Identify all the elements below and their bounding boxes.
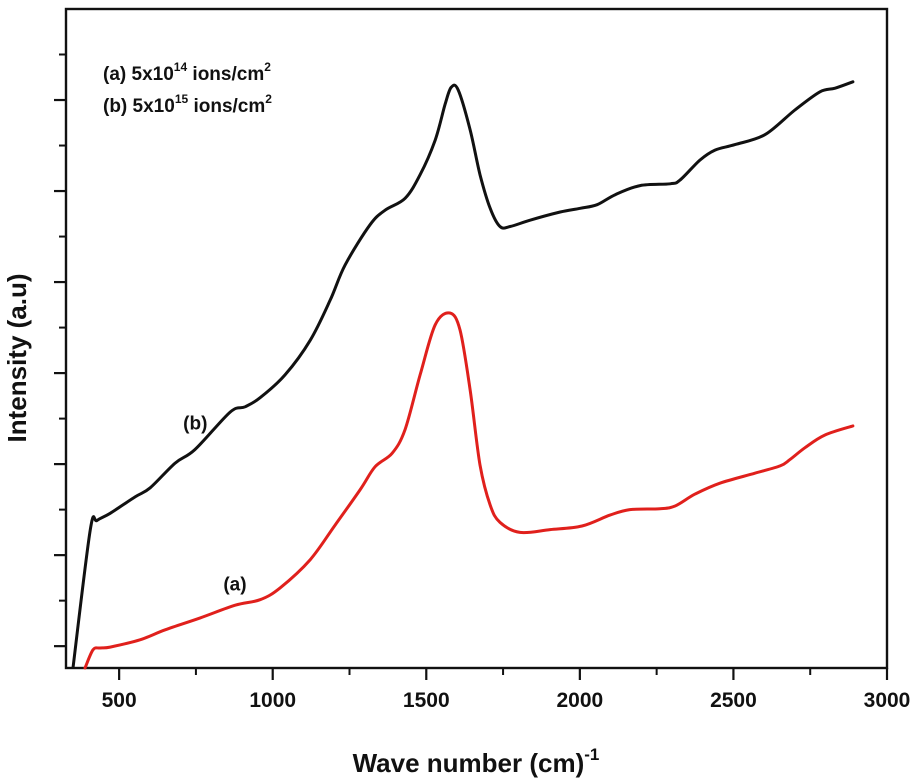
series-layer (71, 80, 855, 670)
legend: (a) 5x1014 ions/cm2 (b) 5x1015 ions/cm2 (103, 60, 272, 117)
legend-entry: (a) 5x1014 ions/cm2 (103, 60, 271, 85)
curve-label-b: (b) (183, 414, 207, 435)
series-line-a (83, 311, 855, 670)
x-tick-label: 1500 (403, 689, 450, 712)
y-axis-title: Intensity (a.u) (2, 273, 32, 442)
x-axis-title-superscript: -1 (584, 745, 599, 764)
x-tick-label: 3000 (864, 689, 911, 712)
plot-border (64, 7, 889, 670)
x-axis-title: Wave number (cm)-1 (353, 745, 600, 778)
x-tick-label: 2500 (710, 689, 757, 712)
y-axis-ticks (54, 53, 66, 648)
curve-label-a: (a) (223, 575, 246, 596)
plot-frame (64, 7, 889, 670)
x-axis-ticks: 500 1000 1500 2000 2500 3000 (102, 668, 911, 712)
x-tick-label: 500 (102, 689, 137, 712)
curve-labels: (a) (b) (183, 414, 246, 596)
legend-entry: (b) 5x1015 ions/cm2 (103, 92, 272, 117)
x-tick-label: 2000 (556, 689, 603, 712)
series-line-b (71, 80, 855, 669)
x-tick-label: 1000 (249, 689, 296, 712)
